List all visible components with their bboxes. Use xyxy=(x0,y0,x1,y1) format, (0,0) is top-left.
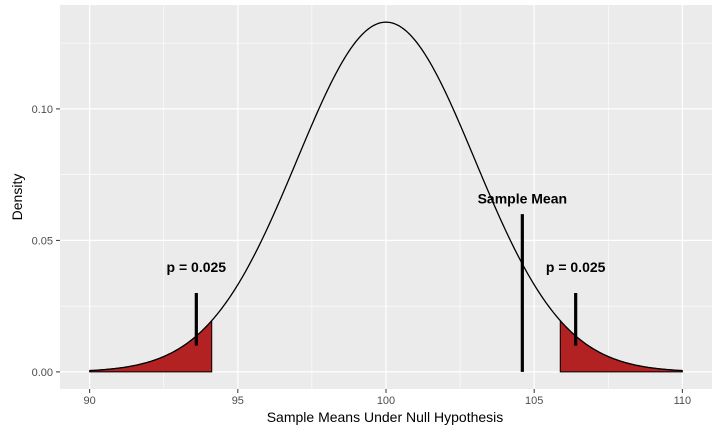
annotation-label: Sample Mean xyxy=(478,191,567,207)
y-axis: 0.00 0.05 0.10 xyxy=(32,104,60,379)
annotation-labels: p = 0.025 Sample Mean p = 0.025 xyxy=(167,191,606,275)
x-tick-label: 100 xyxy=(377,395,395,407)
y-tick-label: 0.05 xyxy=(32,235,53,247)
y-tick-label: 0.00 xyxy=(32,367,53,379)
y-tick-label: 0.10 xyxy=(32,104,53,116)
x-tick-label: 110 xyxy=(674,395,692,407)
density-curve xyxy=(89,21,683,372)
annotation-segments xyxy=(194,214,578,372)
x-axis-title: Sample Means Under Null Hypothesis xyxy=(267,409,504,425)
x-tick-label: 105 xyxy=(525,395,543,407)
x-axis: 90 95 100 105 110 xyxy=(84,389,692,407)
major-gridlines xyxy=(60,5,712,389)
annotation-label: p = 0.025 xyxy=(546,259,606,275)
y-axis-title: Density xyxy=(9,174,25,221)
x-tick-label: 90 xyxy=(84,395,96,407)
x-tick-label: 95 xyxy=(232,395,244,407)
annotation-label: p = 0.025 xyxy=(167,259,227,275)
